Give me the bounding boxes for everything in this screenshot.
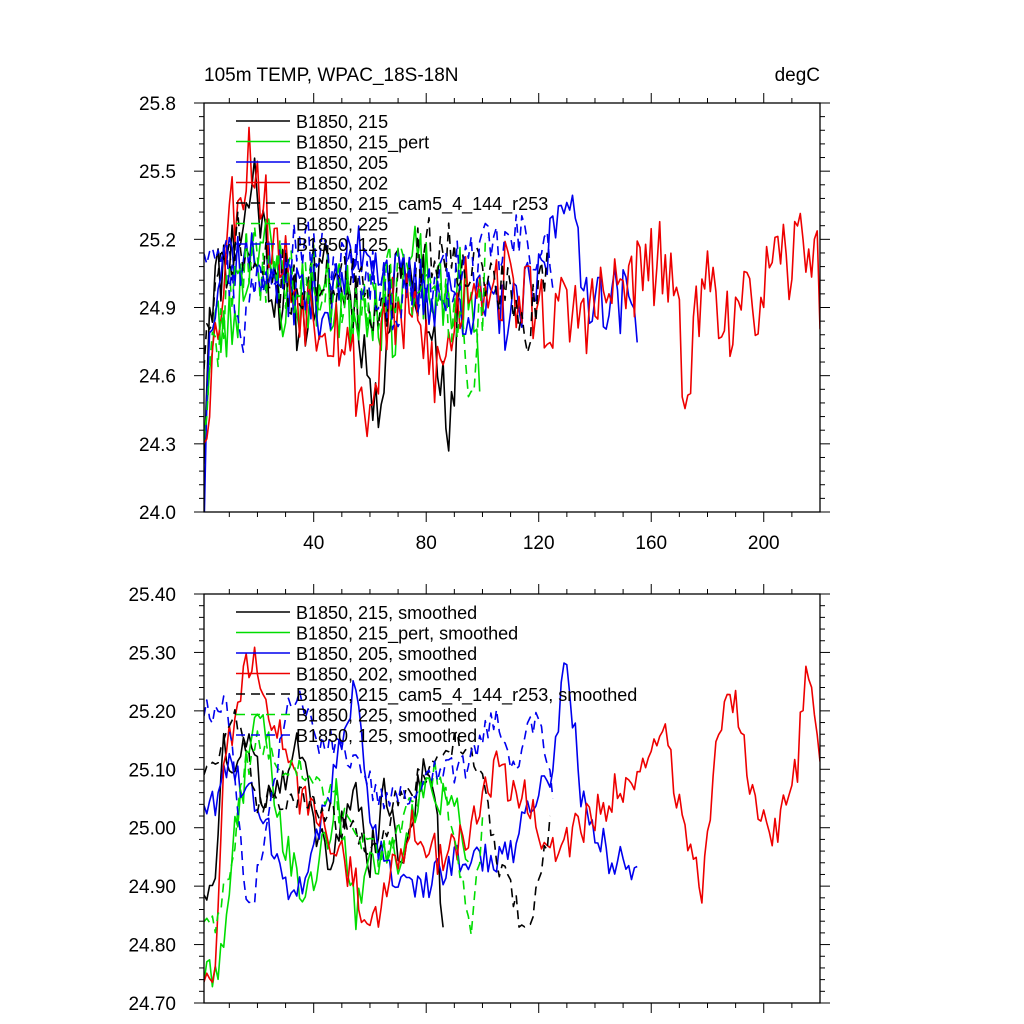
- top-panel: 105m TEMP, WPAC_18S-18N degC 40 80 120 160 200…: [139, 65, 830, 554]
- series-line-6: [204, 226, 489, 440]
- y-tick-label: 25.5: [139, 162, 176, 183]
- series-line-4: [204, 126, 820, 444]
- legend-label-3: B1850, 205: [296, 153, 388, 173]
- y-tick-label: 24.6: [139, 367, 176, 388]
- y-tick-label: 25.20: [128, 702, 176, 723]
- series-line-1: [204, 732, 444, 928]
- y-tick-label: 24.3: [139, 435, 176, 456]
- y-tick-label: 25.2: [139, 230, 176, 251]
- legend-label-6: B1850, 225: [296, 215, 388, 235]
- series-line-4: [204, 646, 820, 983]
- series-line-7: [204, 214, 554, 353]
- legend-label-2: B1850, 215_pert, smoothed: [296, 624, 518, 645]
- y-tick-label: 25.8: [139, 94, 176, 115]
- x-tick-label: 120: [523, 533, 555, 554]
- x-tick-label: 80: [416, 533, 437, 554]
- bottom-panel: 24.70 24.80 24.90 25.00 25.10 25.20 25.30 25.40…: [128, 584, 830, 1015]
- legend-label-6: B1850, 225, smoothed: [296, 706, 477, 726]
- series-line-3: [204, 194, 638, 512]
- y-tick-label: 24.9: [139, 299, 176, 320]
- series-line-2: [204, 713, 469, 988]
- series-group: [204, 646, 820, 988]
- legend-label-3: B1850, 205, smoothed: [296, 644, 477, 664]
- y-tick-label: 24.70: [128, 994, 176, 1015]
- series-line-3: [204, 662, 638, 901]
- series-line-5: [204, 709, 551, 928]
- plot-frame: [203, 593, 821, 1004]
- y-tick-label: 25.00: [128, 819, 176, 840]
- legend-label-1: B1850, 215, smoothed: [296, 603, 477, 623]
- series-group: [204, 126, 820, 512]
- y-tick-label: 24.90: [128, 877, 176, 898]
- y-tick-label: 25.40: [128, 585, 176, 606]
- legend-label-7: B1850, 125, smoothed: [296, 726, 477, 746]
- legend-label-1: B1850, 215: [296, 112, 388, 132]
- chart-title: 105m TEMP, WPAC_18S-18N: [204, 65, 459, 86]
- y-tick-label: 24.0: [139, 503, 176, 524]
- series-line-5: [204, 210, 551, 370]
- legend-label-5: B1850, 215_cam5_4_144_r253, smoothed: [296, 685, 637, 706]
- y-tick-label: 25.10: [128, 760, 176, 781]
- units-label: degC: [775, 65, 820, 86]
- x-tick-label: 160: [635, 533, 667, 554]
- series-line-7: [204, 689, 554, 905]
- y-tick-label: 25.30: [128, 643, 176, 664]
- legend-label-7: B1850, 125: [296, 235, 388, 255]
- legend-label-4: B1850, 202, smoothed: [296, 665, 477, 685]
- legend-label-2: B1850, 215_pert: [296, 133, 429, 154]
- x-tick-label: 200: [748, 533, 780, 554]
- series-line-6: [204, 730, 484, 936]
- legend-label-5: B1850, 215_cam5_4_144_r253: [296, 194, 548, 215]
- x-tick-label: 40: [303, 533, 324, 554]
- y-tick-label: 24.80: [128, 936, 176, 957]
- legend-label-4: B1850, 202: [296, 174, 388, 194]
